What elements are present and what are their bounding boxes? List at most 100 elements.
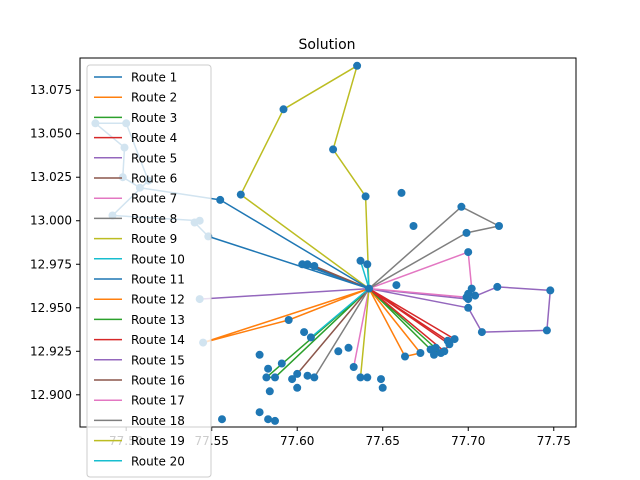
legend-label-13: Route 13 bbox=[131, 313, 185, 327]
data-point bbox=[464, 303, 473, 312]
data-point bbox=[264, 415, 273, 424]
data-point bbox=[401, 352, 409, 361]
data-point bbox=[303, 371, 312, 380]
data-point bbox=[363, 373, 372, 382]
y-tick-label: 13.050 bbox=[30, 127, 72, 141]
legend-label-8: Route 8 bbox=[131, 212, 177, 226]
legend-label-2: Route 2 bbox=[131, 91, 177, 105]
data-point bbox=[477, 328, 486, 337]
route-line-5 bbox=[368, 286, 552, 333]
data-point bbox=[493, 282, 502, 291]
data-point bbox=[216, 195, 225, 204]
data-point bbox=[353, 61, 362, 70]
data-point bbox=[298, 260, 307, 269]
legend-box bbox=[86, 64, 212, 478]
route-line-12 bbox=[368, 288, 422, 358]
data-point bbox=[495, 222, 503, 230]
data-point bbox=[397, 188, 406, 197]
data-point bbox=[445, 340, 454, 349]
route-line-2 bbox=[202, 287, 370, 344]
data-point bbox=[361, 192, 370, 201]
chart-title: Solution bbox=[298, 37, 355, 53]
data-point bbox=[416, 349, 425, 357]
route-line-9 bbox=[240, 65, 370, 290]
data-point bbox=[277, 359, 286, 368]
data-point bbox=[462, 228, 471, 237]
legend-label-6: Route 6 bbox=[131, 172, 177, 186]
legend-label-10: Route 10 bbox=[131, 252, 185, 266]
data-point bbox=[363, 260, 372, 269]
x-tick-label: 77.75 bbox=[537, 434, 571, 448]
data-point bbox=[378, 383, 387, 392]
legend-label-5: Route 5 bbox=[131, 151, 177, 165]
plot-frame bbox=[79, 57, 577, 428]
y-tick-label: 13.075 bbox=[30, 83, 72, 97]
data-point bbox=[306, 333, 315, 342]
data-point bbox=[409, 222, 418, 230]
legend-label-16: Route 16 bbox=[131, 374, 185, 388]
legend-label-1: Route 1 bbox=[131, 71, 177, 85]
data-point bbox=[377, 375, 385, 384]
data-point bbox=[310, 373, 319, 382]
data-point bbox=[546, 286, 555, 295]
data-point bbox=[264, 364, 273, 373]
legend-label-14: Route 14 bbox=[131, 333, 185, 347]
legend-label-15: Route 15 bbox=[131, 353, 185, 367]
data-point bbox=[392, 281, 401, 290]
data-point bbox=[440, 347, 449, 356]
data-point bbox=[265, 387, 274, 396]
legend: Route 1 Route 2 Route 3 Route 4 Route 5 Route… bbox=[86, 64, 212, 478]
y-tick-label: 12.975 bbox=[30, 257, 72, 271]
legend-label-4: Route 4 bbox=[131, 131, 177, 145]
legend-label-11: Route 11 bbox=[131, 273, 185, 287]
y-tick-label: 13.025 bbox=[30, 170, 72, 184]
legend-label-19: Route 19 bbox=[131, 434, 185, 448]
y-tick-label: 13.000 bbox=[30, 214, 72, 228]
data-point bbox=[288, 375, 297, 384]
data-point bbox=[218, 415, 226, 424]
data-point bbox=[464, 248, 473, 257]
data-point bbox=[349, 363, 358, 371]
data-point bbox=[255, 408, 264, 417]
data-point bbox=[464, 289, 473, 298]
legend-label-18: Route 18 bbox=[131, 414, 185, 428]
data-point bbox=[271, 416, 279, 425]
y-axis: 12.900 12.925 12.950 12.975 13.000 13.025 13.0… bbox=[30, 83, 80, 402]
data-point bbox=[293, 383, 302, 392]
data-point bbox=[450, 335, 459, 344]
x-tick-label: 77.60 bbox=[280, 434, 314, 448]
data-point bbox=[430, 350, 438, 359]
legend-label-20: Route 20 bbox=[131, 454, 185, 468]
data-point bbox=[457, 202, 466, 211]
data-point bbox=[344, 343, 353, 352]
data-point bbox=[431, 343, 440, 352]
data-point bbox=[542, 326, 551, 335]
data-point bbox=[356, 373, 365, 382]
data-point bbox=[271, 373, 279, 382]
data-point bbox=[471, 291, 480, 300]
data-point bbox=[293, 369, 302, 378]
data-point bbox=[255, 350, 264, 359]
x-tick-label: 77.70 bbox=[451, 434, 485, 448]
data-point bbox=[262, 373, 271, 382]
data-point bbox=[284, 316, 293, 324]
route-line-14 bbox=[368, 287, 451, 353]
route-line-3 bbox=[265, 288, 370, 379]
data-point bbox=[334, 347, 343, 356]
data-point bbox=[236, 190, 245, 199]
data-point bbox=[329, 145, 338, 154]
legend-label-12: Route 12 bbox=[131, 293, 185, 307]
legend-label-7: Route 7 bbox=[131, 192, 177, 206]
route-line-8 bbox=[368, 206, 500, 290]
legend-label-3: Route 3 bbox=[131, 111, 177, 125]
data-point bbox=[356, 256, 365, 265]
y-tick-label: 12.900 bbox=[30, 388, 72, 402]
data-point bbox=[300, 328, 309, 337]
legend-label-17: Route 17 bbox=[131, 394, 185, 408]
legend-label-9: Route 9 bbox=[131, 232, 177, 246]
y-tick-label: 12.925 bbox=[30, 344, 72, 358]
y-tick-label: 12.950 bbox=[30, 301, 72, 315]
data-point bbox=[279, 105, 288, 114]
data-point bbox=[365, 284, 373, 293]
